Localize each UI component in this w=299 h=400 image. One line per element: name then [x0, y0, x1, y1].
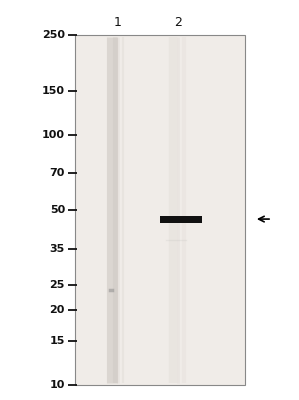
- Text: 1: 1: [114, 16, 122, 28]
- Bar: [160, 216, 202, 222]
- Text: 35: 35: [50, 244, 65, 254]
- Text: 250: 250: [42, 30, 65, 40]
- Text: 20: 20: [50, 305, 65, 315]
- Text: 2: 2: [174, 16, 182, 28]
- Text: 150: 150: [42, 86, 65, 96]
- Text: 15: 15: [50, 336, 65, 346]
- Text: 70: 70: [50, 168, 65, 178]
- Text: 25: 25: [50, 280, 65, 290]
- Text: 100: 100: [42, 130, 65, 140]
- Text: 50: 50: [50, 205, 65, 215]
- Text: 10: 10: [50, 380, 65, 390]
- Bar: [75, 35, 245, 385]
